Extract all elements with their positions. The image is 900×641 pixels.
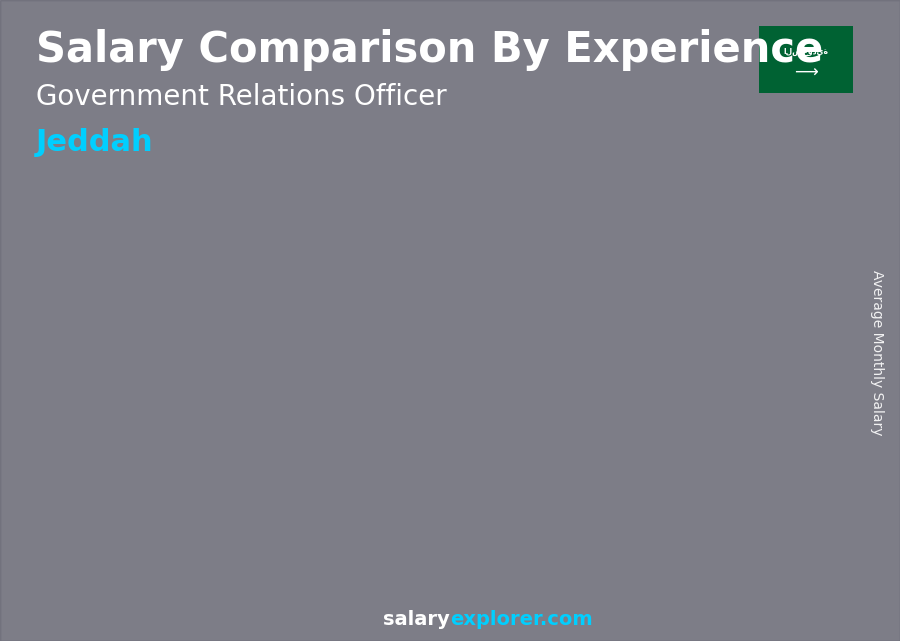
Bar xyxy=(326,344,336,567)
Text: +8%: +8% xyxy=(647,167,717,195)
Text: 11,400 SAR: 11,400 SAR xyxy=(183,415,288,433)
Bar xyxy=(598,270,608,567)
Text: explorer.com: explorer.com xyxy=(450,610,592,629)
Bar xyxy=(462,295,472,567)
Text: السعودية: السعودية xyxy=(783,47,828,56)
Bar xyxy=(56,454,134,567)
Bar xyxy=(734,246,813,567)
Bar xyxy=(192,417,270,567)
Bar xyxy=(327,344,406,567)
FancyArrowPatch shape xyxy=(388,281,476,335)
Bar xyxy=(598,270,677,567)
FancyArrowPatch shape xyxy=(117,401,204,445)
Text: Salary Comparison By Experience: Salary Comparison By Experience xyxy=(36,29,824,71)
Text: 16,900 SAR: 16,900 SAR xyxy=(319,342,424,360)
Bar xyxy=(463,295,542,567)
FancyArrowPatch shape xyxy=(524,253,612,286)
Text: +34%: +34% xyxy=(94,355,184,383)
Text: 24,300 SAR: 24,300 SAR xyxy=(716,224,821,242)
Text: ⟶: ⟶ xyxy=(794,63,818,82)
Bar xyxy=(55,454,64,567)
Text: 8,570 SAR: 8,570 SAR xyxy=(48,432,141,450)
Text: 22,500 SAR: 22,500 SAR xyxy=(590,268,696,286)
Text: Jeddah: Jeddah xyxy=(36,128,154,157)
Text: +48%: +48% xyxy=(230,287,320,315)
FancyArrowPatch shape xyxy=(252,333,340,407)
FancyArrowPatch shape xyxy=(660,229,748,261)
Text: 20,600 SAR: 20,600 SAR xyxy=(454,293,560,311)
Text: Average Monthly Salary: Average Monthly Salary xyxy=(870,270,885,435)
Text: +9%: +9% xyxy=(511,197,581,224)
Bar xyxy=(191,417,200,567)
Text: Government Relations Officer: Government Relations Officer xyxy=(36,83,446,112)
Text: salary: salary xyxy=(383,610,450,629)
Text: +22%: +22% xyxy=(365,231,455,259)
Bar xyxy=(734,246,742,567)
